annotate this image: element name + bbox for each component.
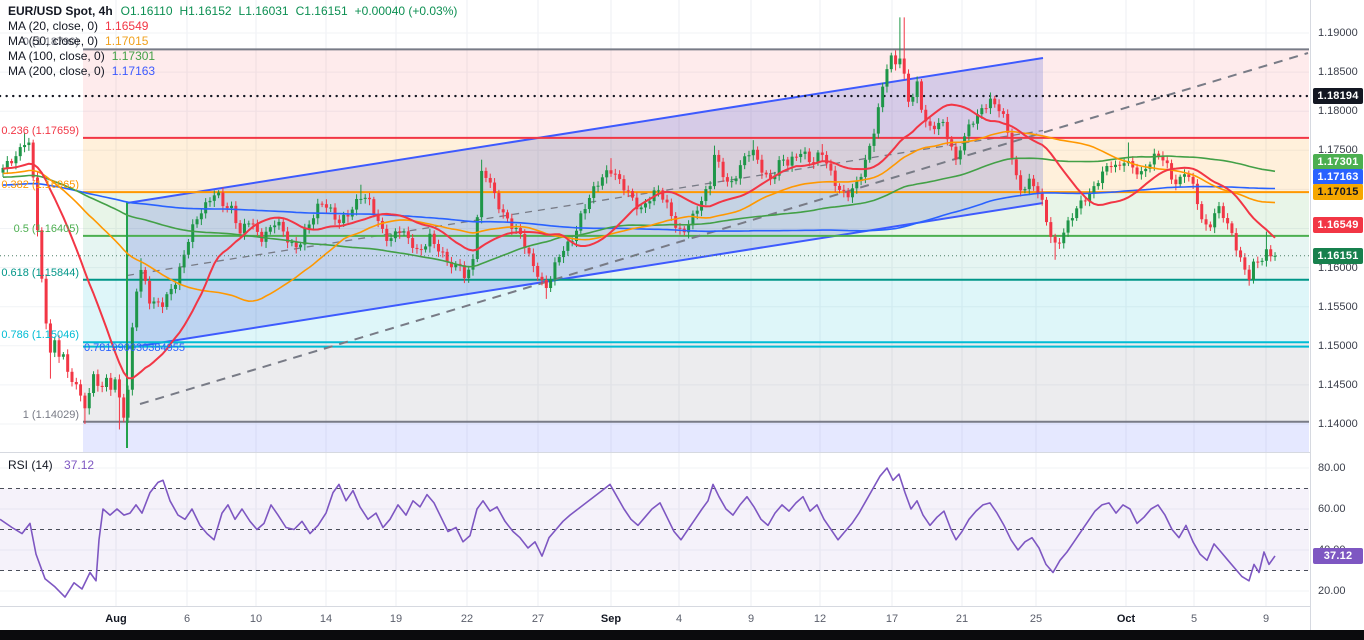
- price-badge-1.16549: 1.16549: [1313, 216, 1363, 233]
- candlesticks: [1, 17, 1277, 430]
- ma50-value: 1.17015: [105, 34, 149, 48]
- ma200-label: MA (200, close, 0): [8, 64, 105, 78]
- time-tick-12: 12: [813, 613, 827, 625]
- time-tick-Sep: Sep: [600, 613, 622, 625]
- rsi-badge: 37.12: [1313, 547, 1363, 564]
- fib-custom-level-label: 0.781990030384955: [84, 341, 185, 354]
- time-tick-5: 5: [1190, 613, 1198, 625]
- time-tick-21: 21: [955, 613, 969, 625]
- parallel-channel[interactable]: [126, 57, 1044, 349]
- time-axis[interactable]: Aug 6 10 14 19 22 27 Sep 4 9 12 17 21 25 Oct 5 9: [0, 606, 1310, 631]
- fib-label-0: 0 (1.18790): [22, 36, 79, 49]
- taskbar: [0, 630, 1364, 640]
- ohlc-close: C1.16151: [295, 4, 348, 18]
- rsi-tick: 60.00: [1318, 503, 1346, 515]
- ma50-legend-row[interactable]: MA (50, close, 0) 1.17015: [8, 34, 464, 49]
- fib-label-2: 0.382 (1.16965): [1, 179, 79, 192]
- price-badge-1.17163: 1.17163: [1313, 168, 1363, 185]
- price-tick: 1.14500: [1318, 378, 1358, 391]
- moving-averages: [2, 103, 1276, 380]
- price-tick: 1.18500: [1318, 66, 1358, 79]
- rsi-label: RSI (14): [8, 458, 53, 472]
- rsi-line: [0, 467, 1276, 598]
- dashed-trendline[interactable]: [139, 52, 1309, 405]
- fib-label-4: 0.618 (1.15844): [1, 266, 79, 279]
- ma20-value: 1.16549: [105, 19, 149, 33]
- ma200-line: [2, 182, 1275, 233]
- price-badge-1.17301: 1.17301: [1313, 154, 1363, 171]
- price-badge-1.17015: 1.17015: [1313, 183, 1363, 200]
- rsi-value: 37.12: [64, 458, 95, 472]
- price-tick: 1.15000: [1318, 339, 1358, 352]
- price-tick: 1.19000: [1318, 27, 1358, 39]
- time-tick-4: 4: [675, 613, 683, 625]
- time-tick-14: 14: [319, 613, 333, 625]
- ohlc-change: +0.00040 (+0.03%): [354, 4, 458, 18]
- time-tick-Oct: Oct: [1116, 613, 1136, 625]
- ohlc-open: O1.16110: [120, 4, 173, 18]
- ohlc-high: H1.16152: [179, 4, 232, 18]
- price-tick: 1.14000: [1318, 418, 1358, 430]
- ohlc-low: L1.16031: [238, 4, 289, 18]
- time-tick-9: 9: [747, 613, 755, 625]
- price-tick: 1.18000: [1318, 105, 1358, 118]
- time-tick-17: 17: [885, 613, 899, 625]
- rsi-tick: 20.00: [1318, 585, 1346, 597]
- time-tick-19: 19: [389, 613, 403, 625]
- ma20-label: MA (20, close, 0): [8, 19, 99, 33]
- time-tick-Aug: Aug: [105, 613, 127, 625]
- symbol-title: EUR/USD Spot, 4h: [8, 4, 113, 18]
- price-axis[interactable]: 1.19000 1.18500 1.18000 1.17500 1.16000 1.155…: [1310, 0, 1364, 630]
- ma100-value: 1.17301: [111, 49, 156, 63]
- price-tick: 1.16000: [1318, 261, 1358, 274]
- fib-label-3: 0.5 (1.16405): [13, 222, 79, 235]
- ma200-value: 1.17163: [111, 64, 156, 78]
- symbol-row[interactable]: EUR/USD Spot, 4h O1.16110 H1.16152 L1.16…: [8, 4, 464, 19]
- ma100-label: MA (100, close, 0): [8, 49, 105, 63]
- fib-label-1: 0.236 (1.17659): [1, 124, 79, 137]
- time-tick-27: 27: [531, 613, 545, 625]
- gridlines: [0, 0, 1309, 606]
- fib-label-5: 0.786 (1.15046): [1, 329, 79, 342]
- price-tick: 1.17500: [1318, 144, 1358, 157]
- legend: EUR/USD Spot, 4h O1.16110 H1.16152 L1.16…: [8, 4, 464, 79]
- rsi-legend-row[interactable]: RSI (14) 37.12: [8, 458, 94, 472]
- time-tick-9: 9: [1262, 613, 1270, 625]
- ma50-label: MA (50, close, 0): [8, 34, 99, 48]
- fib-label-6: 1 (1.14029): [22, 408, 79, 421]
- ma20-line: [2, 103, 1276, 380]
- ma200-legend-row[interactable]: MA (200, close, 0) 1.17163: [8, 64, 464, 79]
- time-tick-25: 25: [1029, 613, 1043, 625]
- ma20-legend-row[interactable]: MA (20, close, 0) 1.16549: [8, 19, 464, 34]
- price-tick: 1.15500: [1318, 300, 1358, 313]
- time-tick-22: 22: [460, 613, 474, 625]
- time-tick-6: 6: [183, 613, 191, 625]
- price-badge-1.16151: 1.16151: [1313, 247, 1363, 264]
- ma100-line: [2, 155, 1276, 268]
- ma50-line: [2, 130, 1276, 303]
- price-badge-1.18194: 1.18194: [1313, 88, 1363, 105]
- rsi-pane: [0, 467, 1309, 598]
- time-tick-10: 10: [249, 613, 263, 625]
- rsi-tick: 80.00: [1318, 462, 1346, 474]
- ma100-legend-row[interactable]: MA (100, close, 0) 1.17301: [8, 49, 464, 64]
